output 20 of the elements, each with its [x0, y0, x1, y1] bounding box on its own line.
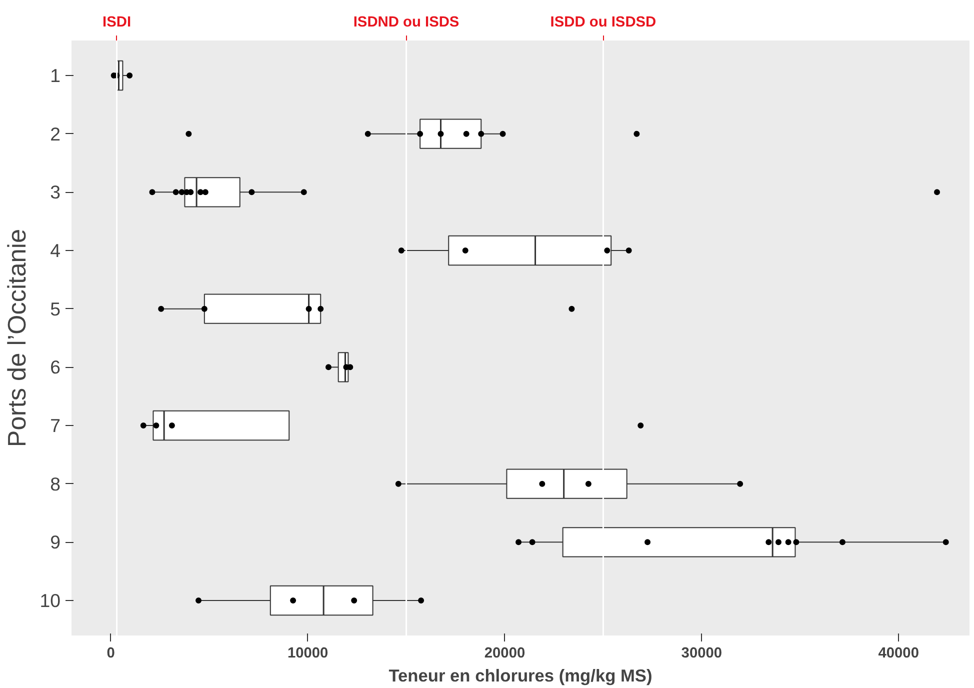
x-axis-title: Teneur en chlorures (mg/kg MS) — [388, 666, 652, 686]
y-tick-label: 5 — [50, 298, 61, 320]
y-tick-label: 1 — [50, 65, 61, 86]
y-tick-label: 7 — [50, 415, 61, 436]
y-tick-label: 8 — [50, 473, 61, 494]
x-tick-label: 30000 — [681, 646, 722, 662]
y-tick-label: 6 — [50, 356, 61, 378]
ref-line-label: ISDI — [102, 14, 132, 30]
x-tick-label: 0 — [106, 646, 115, 662]
y-tick-label: 4 — [50, 240, 61, 261]
x-tick-label: 20000 — [484, 646, 526, 662]
ref-line-label: ISDND ou ISDS — [353, 14, 460, 30]
y-axis-title: Ports de l’Occitanie — [4, 228, 32, 448]
y-tick-label: 10 — [40, 590, 61, 611]
ref-line-label: ISDD ou ISDSD — [550, 14, 656, 30]
x-tick-label: 40000 — [878, 646, 919, 662]
x-tick-label: 10000 — [287, 646, 328, 662]
y-tick-label: 2 — [50, 123, 61, 144]
y-tick-label: 9 — [50, 532, 61, 553]
y-tick-label: 3 — [50, 182, 61, 203]
